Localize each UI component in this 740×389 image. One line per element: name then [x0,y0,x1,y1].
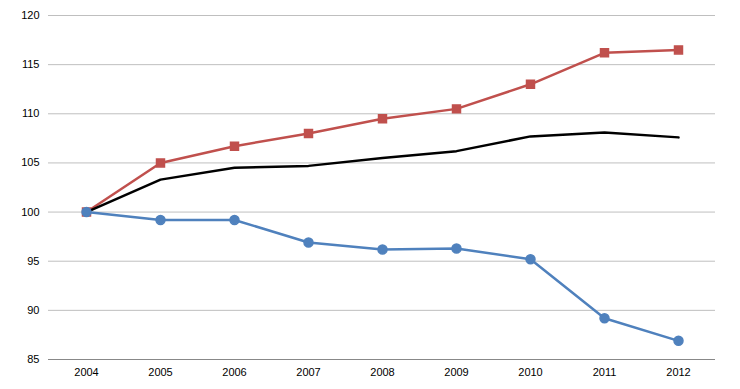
svg-text:110: 110 [22,107,40,119]
svg-text:115: 115 [22,58,40,70]
svg-text:90: 90 [27,304,39,316]
svg-text:105: 105 [21,156,39,168]
svg-text:2008: 2008 [370,366,394,378]
svg-text:2006: 2006 [222,366,246,378]
svg-text:2012: 2012 [666,366,690,378]
svg-text:100: 100 [21,206,39,218]
svg-text:2004: 2004 [74,366,98,378]
svg-text:85: 85 [27,353,39,365]
svg-text:2007: 2007 [296,366,320,378]
svg-text:95: 95 [27,255,39,267]
svg-text:2011: 2011 [593,366,617,378]
svg-text:2005: 2005 [148,366,172,378]
svg-text:120: 120 [21,9,39,21]
svg-text:2009: 2009 [444,366,468,378]
svg-text:2010: 2010 [518,366,542,378]
